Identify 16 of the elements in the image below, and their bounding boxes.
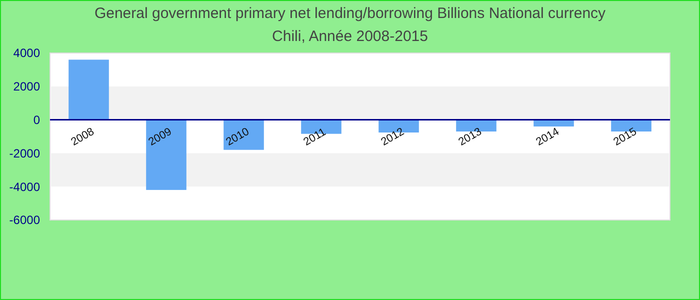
x-tick-label: 2015 [612, 126, 639, 148]
y-tick-label: -2000 [9, 146, 40, 160]
y-tick-label: -4000 [9, 180, 40, 194]
x-tick-label: 2013 [456, 126, 484, 148]
x-tick-label: 2010 [224, 126, 252, 148]
y-tick-label: 2000 [13, 80, 40, 94]
y-tick-label: 4000 [13, 46, 40, 60]
x-tick-label: 2008 [69, 126, 96, 148]
y-tick-label: -6000 [9, 213, 40, 228]
chart-title: General government primary net lending/borrowing Billions National currency [94, 5, 606, 22]
y-tick-label: 0 [33, 113, 40, 127]
x-tick-label: 2009 [146, 126, 174, 148]
x-tick-label: 2014 [534, 126, 562, 148]
x-tick-label: 2011 [302, 126, 328, 148]
x-tick-label: 2012 [379, 126, 406, 148]
chart-subtitle: Chili, Année 2008-2015 [272, 28, 428, 45]
